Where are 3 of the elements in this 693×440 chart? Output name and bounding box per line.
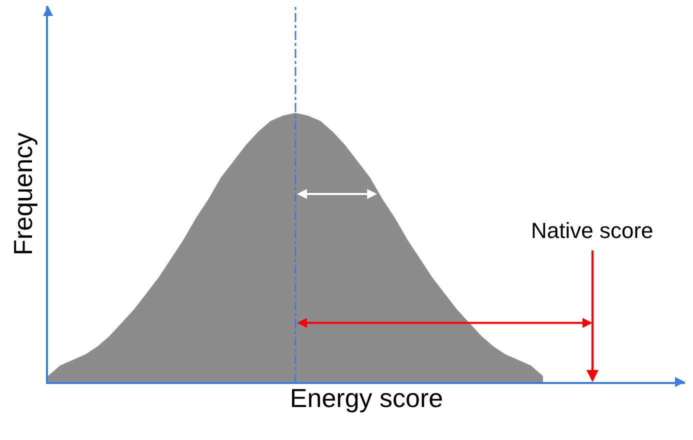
- text: Native score: [531, 218, 654, 243]
- y-axis-title: Frequency: [8, 132, 38, 256]
- x-axis-title: Energy score: [290, 383, 444, 414]
